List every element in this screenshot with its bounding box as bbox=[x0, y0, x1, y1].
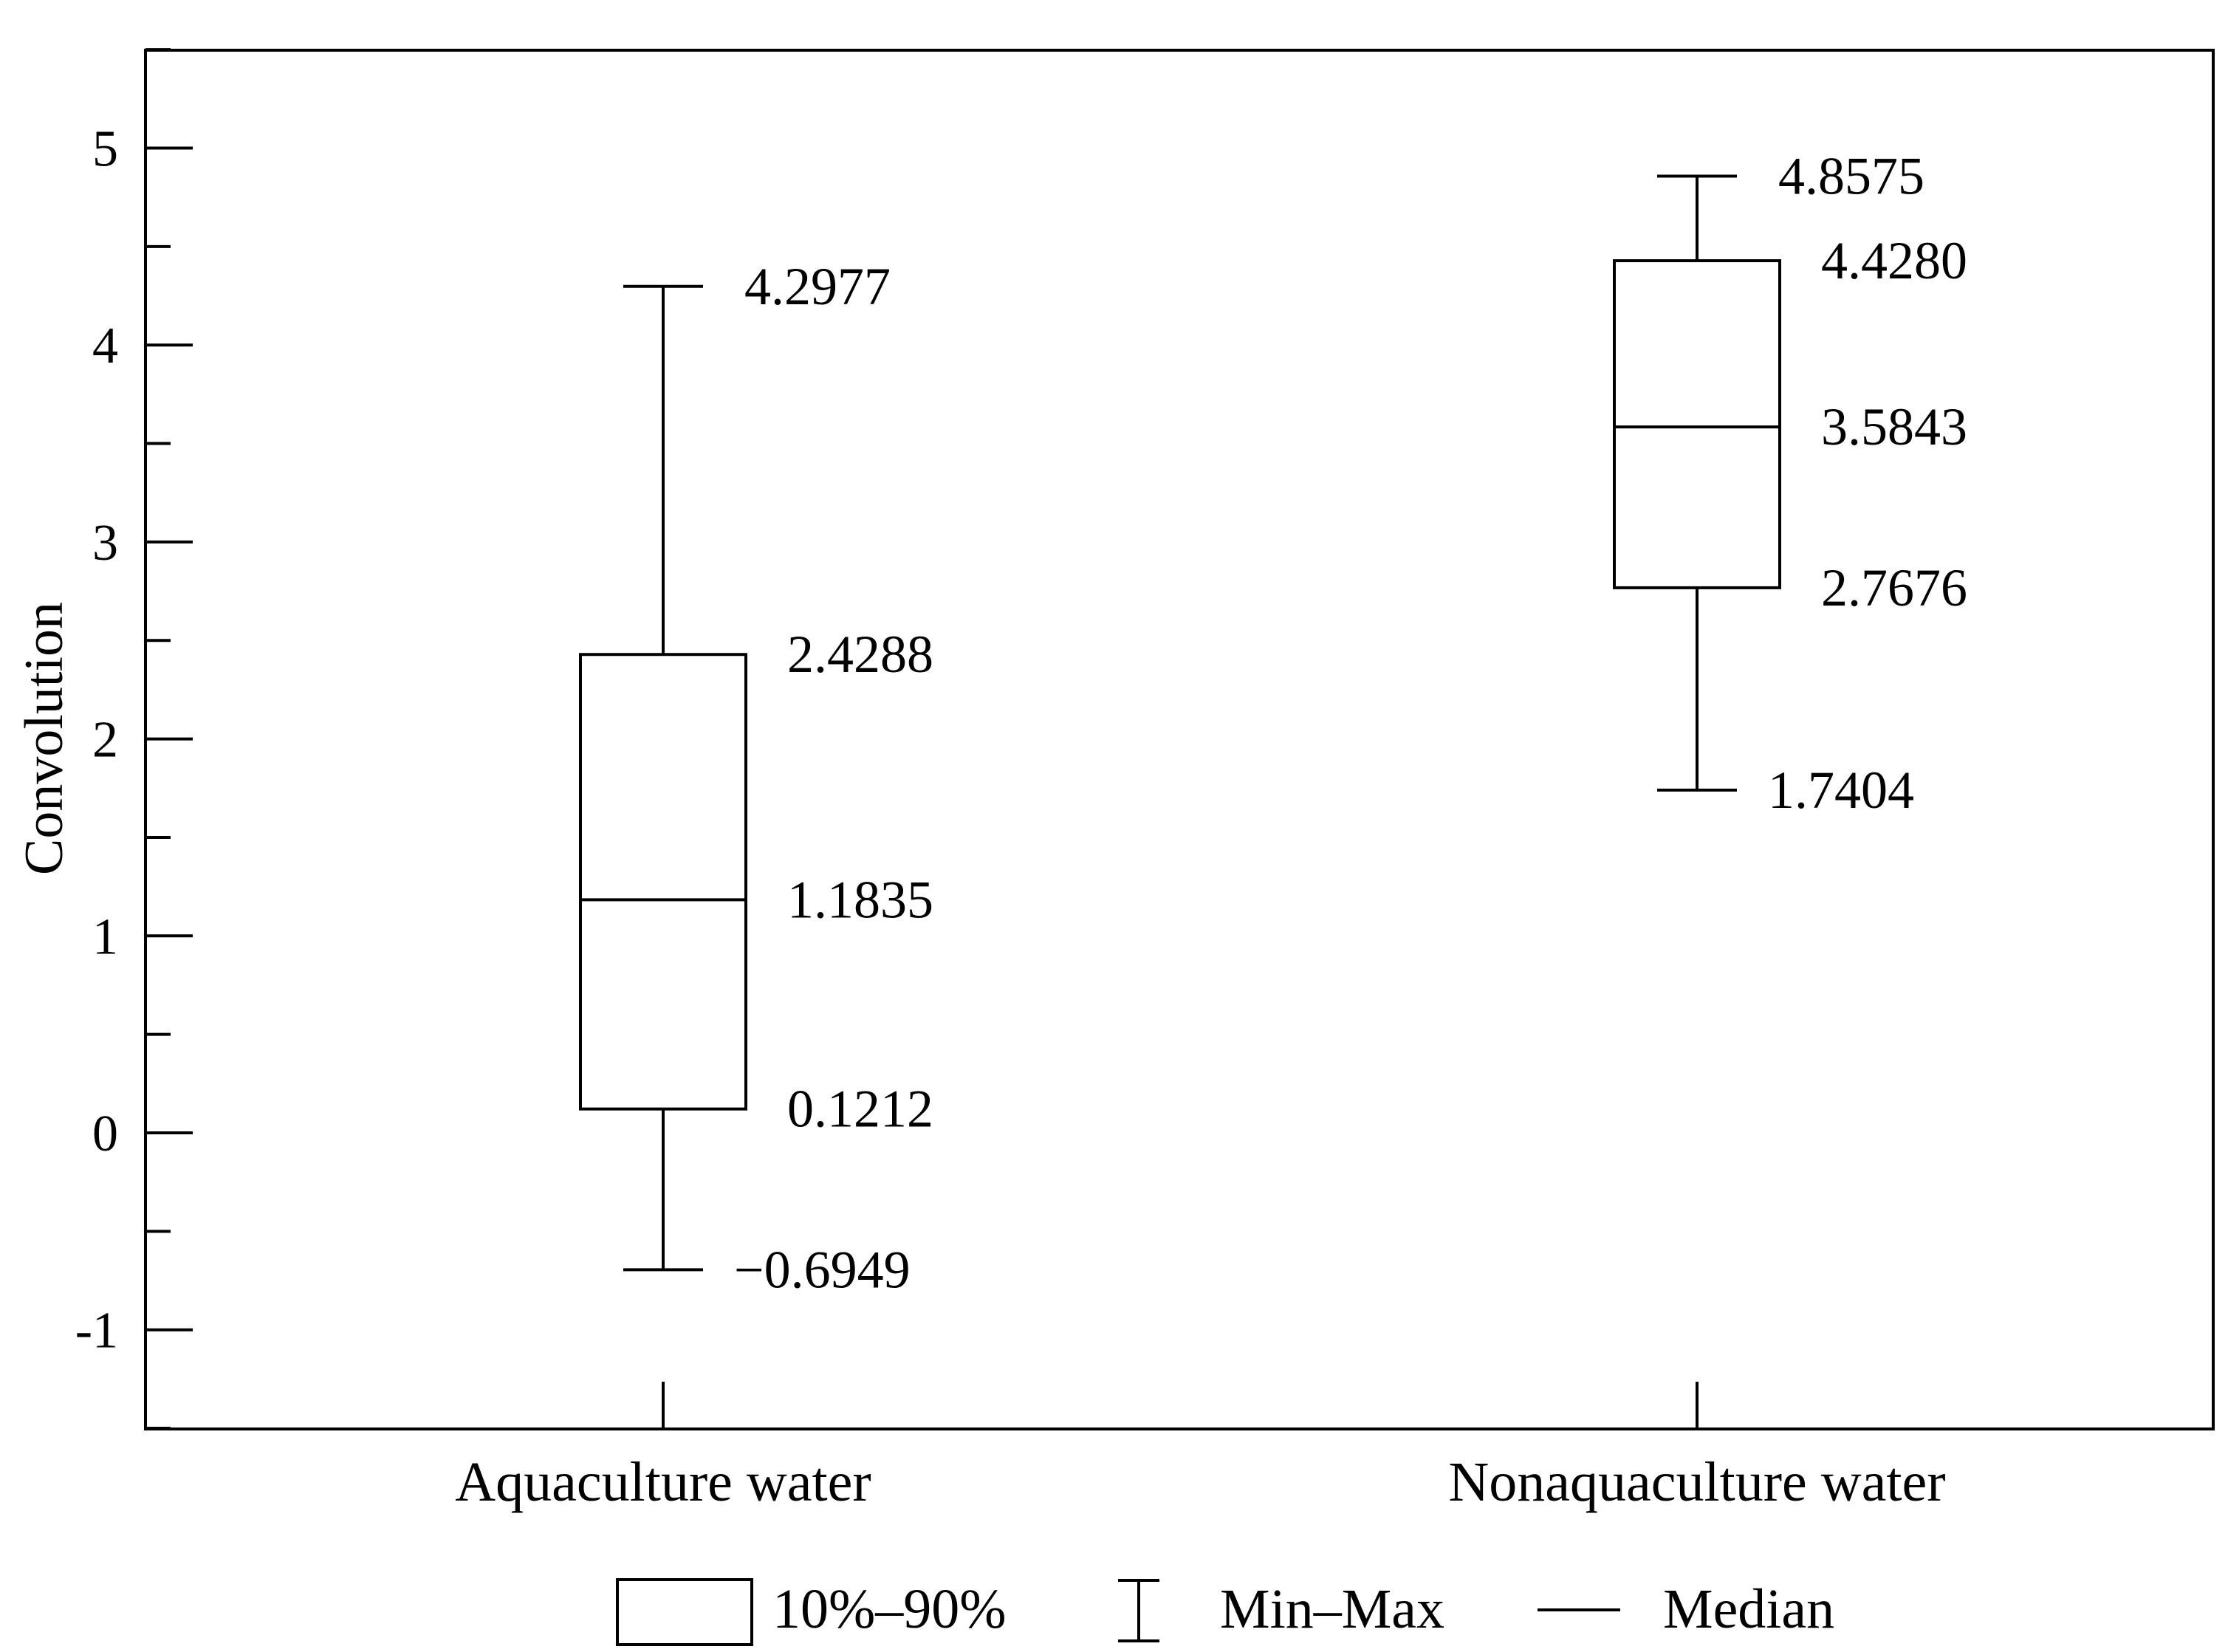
legend-label-median: Median bbox=[1663, 1578, 1834, 1640]
percentile-box bbox=[579, 653, 747, 1111]
x-category-label: Nonaquaculture water bbox=[1448, 1451, 1945, 1513]
min-value-label: −0.6949 bbox=[734, 1240, 911, 1299]
y-tick-label: 0 bbox=[92, 1106, 118, 1162]
legend: 10%–90% Min–Max Median bbox=[616, 1578, 1834, 1646]
legend-label-percentile: 10%–90% bbox=[772, 1578, 1007, 1640]
box-nonaquaculture-water: 4.8575 4.4280 3.5843 2.7676 1.7404 bbox=[1613, 147, 1967, 820]
percentile-box bbox=[1613, 259, 1781, 589]
y-tick-label: 3 bbox=[92, 515, 118, 572]
y-axis: -1 0 1 2 3 4 5 bbox=[75, 48, 193, 1430]
y-axis-label: Convolution bbox=[14, 602, 75, 875]
y-tick-label: 2 bbox=[92, 712, 118, 769]
min-value-label: 1.7404 bbox=[1768, 761, 1914, 820]
median-value-label: 1.1835 bbox=[787, 870, 933, 929]
legend-box-swatch bbox=[616, 1578, 753, 1646]
y-tick-label: 4 bbox=[92, 318, 118, 374]
p90-value-label: 4.4280 bbox=[1821, 231, 1967, 290]
p10-value-label: 0.1212 bbox=[787, 1080, 933, 1139]
legend-label-minmax: Min–Max bbox=[1220, 1578, 1444, 1640]
y-tick-label: 5 bbox=[92, 121, 118, 178]
p90-value-label: 2.4288 bbox=[787, 625, 933, 684]
max-value-label: 4.2977 bbox=[744, 257, 891, 316]
x-axis: Aquaculture water Nonaquaculture water bbox=[455, 1382, 1946, 1513]
x-category-label: Aquaculture water bbox=[455, 1451, 871, 1513]
max-value-label: 4.8575 bbox=[1778, 147, 1924, 206]
y-tick-label: -1 bbox=[75, 1303, 118, 1360]
y-tick-label: 1 bbox=[92, 908, 118, 965]
boxes-group: 4.2977 2.4288 1.1835 0.1212 −0.6949 4.8575 4.4… bbox=[579, 147, 1967, 1299]
p10-value-label: 2.7676 bbox=[1821, 558, 1967, 617]
box-aquaculture-water: 4.2977 2.4288 1.1835 0.1212 −0.6949 bbox=[579, 257, 933, 1299]
median-value-label: 3.5843 bbox=[1821, 397, 1967, 456]
